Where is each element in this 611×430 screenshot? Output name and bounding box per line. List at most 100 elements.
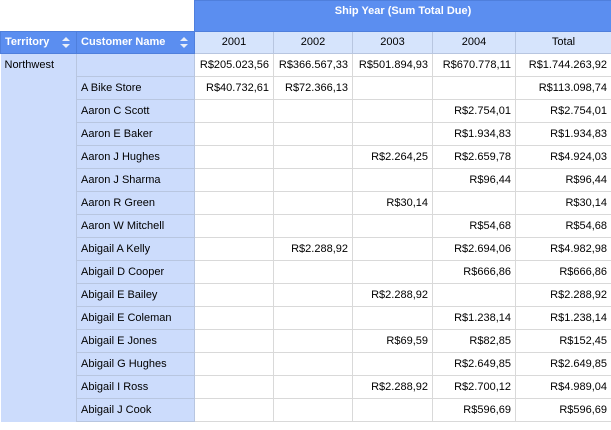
customer-cell: Abigail E Jones <box>76 329 195 353</box>
sortable-header[interactable]: Customer Name <box>76 30 195 54</box>
value-cell <box>194 191 274 215</box>
value-cell <box>273 214 353 238</box>
customer-cell: Abigail D Cooper <box>76 260 195 284</box>
value-cell: R$113.098,74 <box>514 76 611 100</box>
value-cell <box>194 168 274 192</box>
value-cell: R$96,44 <box>514 168 611 192</box>
value-cell: R$2.659,78 <box>432 145 516 169</box>
pivot-row: Aaron J Hughes R$2.264,25 R$2.659,78 R$4.92… <box>0 145 611 169</box>
value-cell: R$2.649,85 <box>432 352 516 376</box>
value-cell: R$1.744.263,92 <box>514 52 611 77</box>
pivot-row: Aaron R Green R$30,14 R$30,14 <box>0 191 611 215</box>
value-cell <box>432 76 516 100</box>
value-cell <box>194 329 274 353</box>
pivot-row: Abigail I Ross R$2.288,92 R$2.700,12 R$4.98… <box>0 375 611 399</box>
value-cell: R$366.567,33 <box>273 52 353 77</box>
territory-cell <box>0 375 77 399</box>
sortable-header[interactable]: Territory <box>0 30 77 54</box>
value-cell <box>352 260 433 284</box>
value-cell: R$54,68 <box>514 214 611 238</box>
value-cell <box>273 122 353 146</box>
territory-cell <box>0 398 77 422</box>
pivot-row: Abigail J Cook R$596,69 R$596,69 <box>0 398 611 422</box>
customer-cell: Abigail J Cook <box>76 398 195 422</box>
value-cell: R$666,86 <box>432 260 516 284</box>
value-cell <box>352 214 433 238</box>
customer-cell: Aaron W Mitchell <box>76 214 195 238</box>
value-cell <box>273 260 353 284</box>
value-cell: R$205.023,56 <box>194 52 274 77</box>
value-cell <box>194 283 274 307</box>
value-cell: R$69,59 <box>352 329 433 353</box>
value-cell <box>194 145 274 169</box>
value-cell <box>352 122 433 146</box>
value-cell: R$1.238,14 <box>432 306 516 330</box>
value-cell: R$501.894,93 <box>352 52 433 77</box>
territory-cell <box>0 306 77 330</box>
value-cell <box>352 352 433 376</box>
value-cell: R$152,45 <box>514 329 611 353</box>
value-cell <box>194 306 274 330</box>
pivot-row: Aaron C Scott R$2.754,01 R$2.754,01 <box>0 99 611 123</box>
customer-cell: Aaron E Baker <box>76 122 195 146</box>
customer-cell: Aaron J Sharma <box>76 168 195 192</box>
value-cell <box>194 352 274 376</box>
column-header: 2004 <box>432 30 516 54</box>
value-cell <box>194 398 274 422</box>
territory-cell <box>0 99 77 123</box>
value-cell <box>432 283 516 307</box>
value-cell <box>273 168 353 192</box>
value-cell <box>194 99 274 123</box>
value-cell <box>352 99 433 123</box>
pivot-row: Aaron J Sharma R$96,44 R$96,44 <box>0 168 611 192</box>
territory-cell <box>0 76 77 100</box>
value-cell: R$1.238,14 <box>514 306 611 330</box>
column-header: 2001 <box>194 30 274 54</box>
column-header: Total <box>514 30 611 54</box>
value-cell: R$2.264,25 <box>352 145 433 169</box>
pivot-row: Abigail E Coleman R$1.238,14 R$1.238,14 <box>0 306 611 330</box>
column-header: 2002 <box>273 30 353 54</box>
value-cell: R$2.288,92 <box>352 283 433 307</box>
pivot-row: Abigail A Kelly R$2.288,92 R$2.694,06 R$4.9… <box>0 237 611 261</box>
corner <box>0 0 195 31</box>
pivot-row: Northwest R$205.023,56 R$366.567,33 R$501.8… <box>0 52 611 77</box>
value-cell: R$2.288,92 <box>273 237 353 261</box>
value-cell: R$30,14 <box>514 191 611 215</box>
pivot-row: Abigail D Cooper R$666,86 R$666,86 <box>0 260 611 284</box>
value-cell: R$40.732,61 <box>194 76 274 100</box>
value-cell: R$30,14 <box>352 191 433 215</box>
value-cell <box>273 99 353 123</box>
territory-cell <box>0 237 77 261</box>
customer-cell: Aaron C Scott <box>76 99 195 123</box>
value-cell: R$1.934,83 <box>514 122 611 146</box>
customer-cell: Abigail I Ross <box>76 375 195 399</box>
value-cell <box>194 260 274 284</box>
column-header: 2003 <box>352 30 433 54</box>
territory-cell <box>0 168 77 192</box>
value-cell: R$2.754,01 <box>514 99 611 123</box>
value-cell: R$82,85 <box>432 329 516 353</box>
value-cell <box>194 375 274 399</box>
sort-icon <box>62 36 70 48</box>
territory-cell <box>0 145 77 169</box>
value-cell <box>273 145 353 169</box>
customer-cell: Abigail A Kelly <box>76 237 195 261</box>
pivot-row: Abigail E Jones R$69,59 R$82,85 R$152,45 <box>0 329 611 353</box>
value-cell: R$666,86 <box>514 260 611 284</box>
value-cell <box>352 398 433 422</box>
territory-cell <box>0 329 77 353</box>
value-cell <box>352 168 433 192</box>
value-cell <box>194 214 274 238</box>
value-cell: R$2.754,01 <box>432 99 516 123</box>
customer-cell: A Bike Store <box>76 76 195 100</box>
value-cell: R$4.982,98 <box>514 237 611 261</box>
value-cell: R$4.989,04 <box>514 375 611 399</box>
territory-cell <box>0 214 77 238</box>
territory-cell: Northwest <box>0 53 77 77</box>
territory-cell <box>0 260 77 284</box>
value-cell: R$2.649,85 <box>514 352 611 376</box>
sort-icon <box>180 36 188 48</box>
value-cell <box>273 306 353 330</box>
